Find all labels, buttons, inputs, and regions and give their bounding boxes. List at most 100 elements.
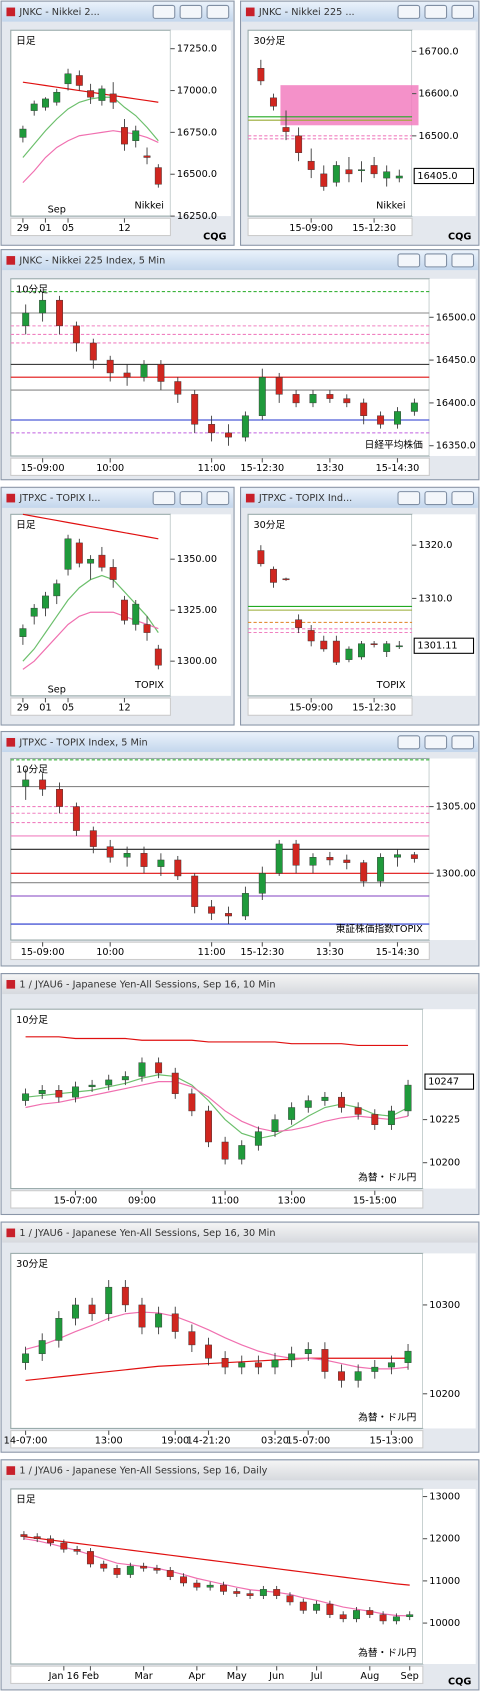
x-tick-label: Feb bbox=[82, 1671, 99, 1682]
axis-area bbox=[429, 278, 476, 456]
candle-body bbox=[410, 854, 418, 859]
candle-body bbox=[123, 853, 131, 858]
y-tick-label: 16500.0 bbox=[436, 312, 476, 323]
candle-body bbox=[73, 1549, 81, 1552]
x-tick-label: May bbox=[227, 1671, 247, 1682]
x-tick-label: 15-13:00 bbox=[370, 1435, 414, 1446]
axis-area bbox=[422, 1009, 476, 1189]
x-tick-label: 13:00 bbox=[95, 1435, 123, 1446]
y-tick-label: 16400.0 bbox=[436, 398, 476, 409]
candle-body bbox=[271, 1119, 279, 1132]
candle-body bbox=[343, 398, 351, 404]
brand-logo: CQG bbox=[203, 232, 226, 243]
candle-body bbox=[138, 1062, 146, 1077]
candle-body bbox=[89, 830, 97, 847]
x-tick-label: 03:20 bbox=[261, 1435, 289, 1446]
candle-body bbox=[38, 1340, 46, 1355]
maximize-button[interactable] bbox=[424, 491, 448, 506]
x-tick-label: 09:00 bbox=[128, 1195, 156, 1206]
candle-body bbox=[320, 640, 328, 650]
maximize-button[interactable] bbox=[424, 253, 448, 268]
candle-body bbox=[143, 155, 151, 158]
candle-body bbox=[106, 359, 114, 374]
candle-body bbox=[72, 806, 80, 831]
moving-average bbox=[23, 1536, 410, 1586]
candle-body bbox=[257, 550, 265, 565]
app-icon bbox=[6, 493, 16, 503]
axis-area bbox=[170, 514, 231, 696]
minimize-button[interactable] bbox=[397, 735, 421, 750]
minimize-button[interactable] bbox=[152, 491, 176, 506]
close-button[interactable] bbox=[451, 253, 475, 268]
candle-body bbox=[132, 130, 140, 141]
candle-body bbox=[132, 603, 140, 625]
moving-average bbox=[25, 1311, 409, 1370]
x-tick-label: 10:00 bbox=[96, 947, 124, 958]
y-tick-label: 17000.0 bbox=[177, 86, 217, 97]
candle-body bbox=[113, 1568, 121, 1575]
maximize-button[interactable] bbox=[424, 735, 448, 750]
close-button[interactable] bbox=[206, 4, 230, 19]
close-button[interactable] bbox=[451, 735, 475, 750]
candle-body bbox=[106, 846, 114, 858]
maximize-button[interactable] bbox=[179, 491, 203, 506]
candle-body bbox=[394, 854, 401, 858]
candle-body bbox=[254, 1131, 262, 1146]
candle-body bbox=[98, 554, 106, 568]
candle-body bbox=[191, 875, 199, 907]
title-bar bbox=[2, 1223, 478, 1243]
candle-body bbox=[208, 906, 216, 914]
brand-logo: CQG bbox=[448, 1676, 471, 1687]
x-tick-label: 15-15:00 bbox=[353, 1195, 397, 1206]
y-tick-label: 16250.0 bbox=[177, 211, 217, 222]
candle-body bbox=[254, 1362, 262, 1368]
candle-body bbox=[205, 1344, 212, 1359]
candle-body bbox=[233, 1591, 241, 1594]
minimize-button[interactable] bbox=[397, 4, 421, 19]
close-button[interactable] bbox=[206, 491, 230, 506]
axis-area bbox=[422, 1488, 476, 1664]
candle-body bbox=[205, 1110, 212, 1143]
last-price: 16405.0 bbox=[417, 171, 457, 182]
app-icon bbox=[6, 256, 16, 265]
candle-body bbox=[30, 607, 38, 617]
minimize-button[interactable] bbox=[152, 4, 176, 19]
close-button[interactable] bbox=[451, 4, 475, 19]
last-price-box bbox=[424, 1073, 475, 1090]
candle-body bbox=[221, 1358, 229, 1368]
last-price: 10247 bbox=[428, 1077, 459, 1088]
candle-body bbox=[288, 1107, 296, 1120]
candle-body bbox=[377, 857, 385, 882]
candle-body bbox=[33, 1536, 41, 1539]
time-axis bbox=[247, 217, 413, 237]
minimize-button[interactable] bbox=[397, 253, 421, 268]
x-tick-label: 15-09:00 bbox=[289, 223, 333, 234]
close-button[interactable] bbox=[451, 491, 475, 506]
candle-body bbox=[299, 1601, 307, 1611]
watermark: Nikkei bbox=[134, 200, 163, 211]
watermark: 日経平均株価 bbox=[365, 438, 423, 451]
maximize-button[interactable] bbox=[424, 4, 448, 19]
y-tick-label: 16350.0 bbox=[436, 441, 476, 452]
candle-body bbox=[387, 1362, 395, 1368]
window-title: JTPXC - TOPIX Index, 5 Min bbox=[18, 737, 147, 748]
app-icon bbox=[6, 7, 16, 17]
minimize-button[interactable] bbox=[397, 491, 421, 506]
candle-body bbox=[60, 1542, 68, 1550]
candle-body bbox=[358, 169, 365, 171]
candle-body bbox=[208, 424, 216, 434]
app-icon bbox=[6, 1228, 16, 1238]
x-tick-label: Mar bbox=[134, 1671, 152, 1682]
candle-body bbox=[126, 1565, 134, 1575]
plot-area bbox=[10, 1488, 424, 1665]
candle-body bbox=[269, 568, 277, 583]
x-tick-label: 13:00 bbox=[278, 1195, 306, 1206]
y-tick-label: 16450.0 bbox=[436, 355, 476, 366]
candle-body bbox=[154, 167, 162, 185]
plot-area bbox=[10, 1252, 424, 1429]
maximize-button[interactable] bbox=[179, 4, 203, 19]
candle-body bbox=[304, 1349, 312, 1355]
candle-body bbox=[188, 1093, 196, 1112]
candle-body bbox=[241, 893, 249, 917]
